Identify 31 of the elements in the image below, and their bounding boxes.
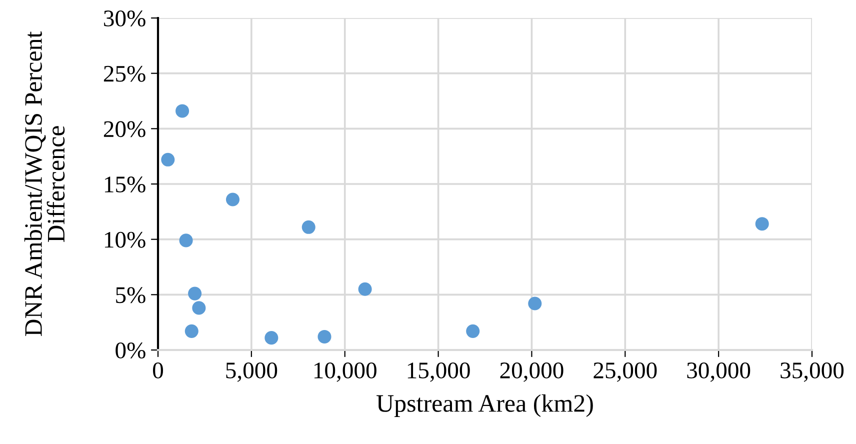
x-axis-title: Upstream Area (km2) (376, 394, 593, 417)
y-tick-label: 15% (104, 176, 146, 192)
y-tick-label: 30% (104, 10, 146, 26)
point (318, 330, 332, 344)
point (466, 324, 480, 338)
point (264, 331, 278, 345)
y-tick-label: 5% (116, 287, 146, 304)
x-tick-label: 25,000 (594, 362, 657, 382)
x-tick-label: 10,000 (314, 362, 376, 382)
point (188, 286, 202, 300)
y-tick-label: 10% (104, 232, 146, 248)
x-tick-label: 35,000 (780, 362, 844, 382)
point (161, 152, 175, 166)
point (184, 324, 198, 338)
point (755, 217, 769, 231)
y-tick-label: 25% (104, 66, 146, 82)
y-tick-label: 0% (116, 342, 146, 358)
y-tick-label: 20% (104, 121, 146, 138)
point (302, 220, 316, 234)
point (358, 282, 372, 296)
x-tick-label: 15,000 (408, 362, 470, 382)
x-tick-label: 0 (152, 362, 164, 378)
point (226, 192, 240, 206)
x-tick-label: 5,000 (226, 362, 278, 382)
x-tick-label: 20,000 (500, 362, 564, 382)
point (528, 296, 542, 310)
y-axis-title: DNR Ambient/IWQIS Percent Differcence (24, 31, 65, 336)
x-tick-label: 30,000 (687, 362, 750, 382)
point (192, 301, 206, 315)
point (179, 234, 193, 248)
point (176, 104, 190, 118)
